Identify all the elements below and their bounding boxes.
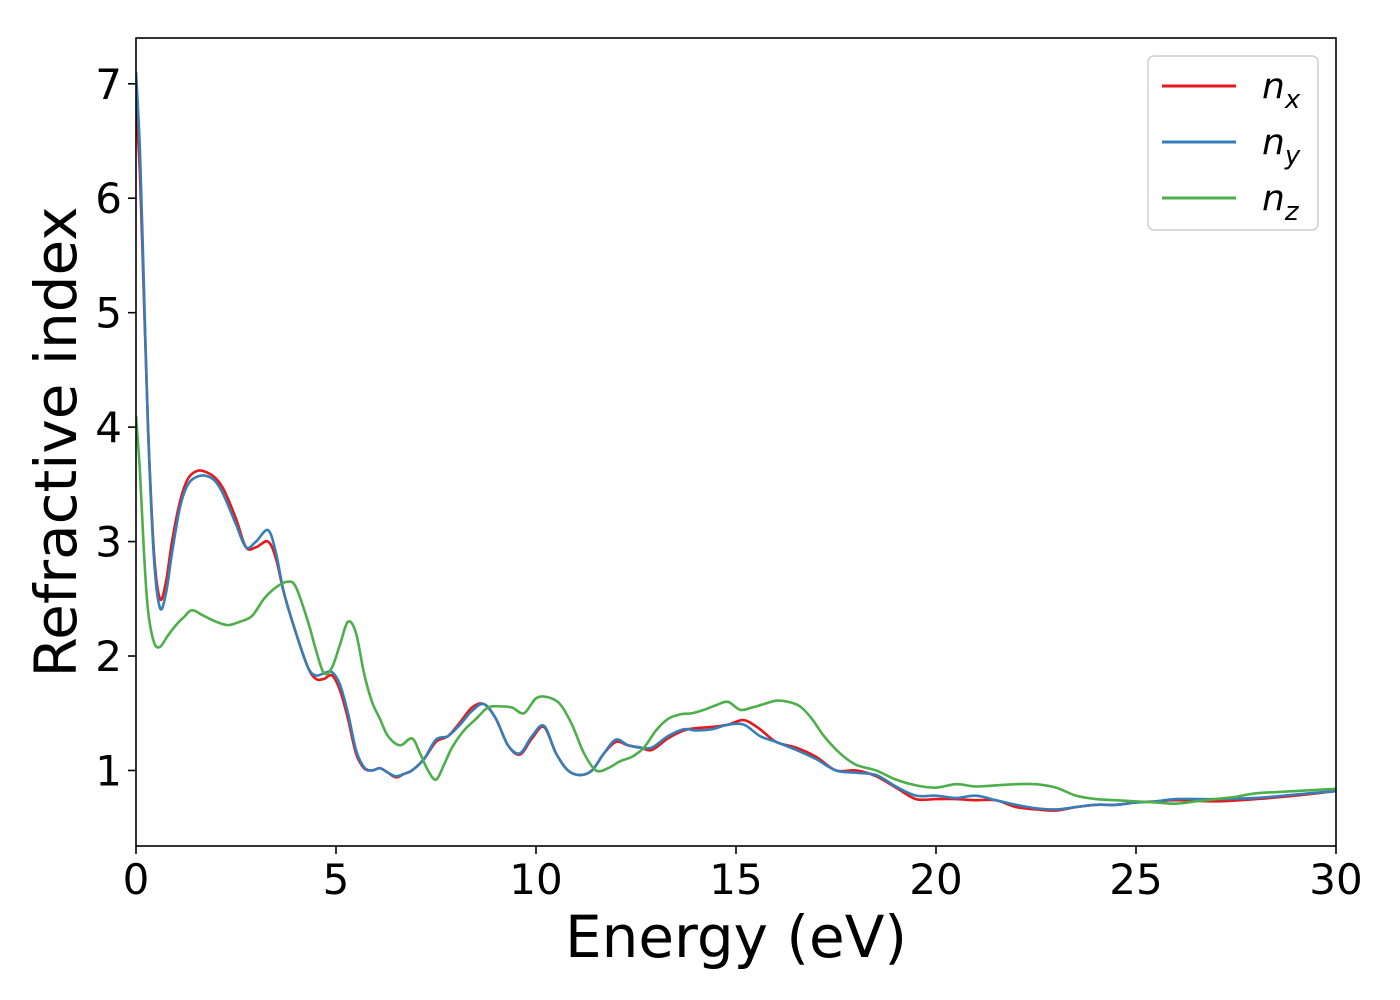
x-axis-ticks: 0 5 10 15 20 25 30 — [123, 846, 1363, 904]
y-tick-label: 7 — [95, 60, 122, 109]
y-tick-label: 6 — [95, 174, 122, 223]
series-line-z — [136, 415, 1336, 805]
y-tick-label: 3 — [95, 518, 122, 567]
x-tick-label: 15 — [709, 855, 762, 904]
x-tick-label: 10 — [509, 855, 562, 904]
series-layer — [136, 72, 1336, 812]
x-tick-label: 30 — [1309, 855, 1362, 904]
series-line-y — [136, 72, 1336, 811]
x-tick-label: 5 — [323, 855, 350, 904]
y-tick-label: 1 — [95, 746, 122, 795]
y-axis-ticks: 1 2 3 4 5 6 7 — [95, 60, 136, 795]
x-axis-title: Energy (eV) — [565, 903, 907, 971]
x-tick-label: 20 — [909, 855, 962, 904]
x-tick-label: 0 — [123, 855, 150, 904]
legend-label-z: nz — [1262, 178, 1300, 227]
legend-label-x: nx — [1262, 66, 1301, 115]
y-tick-label: 5 — [95, 289, 122, 338]
x-tick-label: 25 — [1109, 855, 1162, 904]
y-axis-title: Refractive index — [22, 206, 90, 677]
legend-label-y: ny — [1262, 122, 1301, 171]
legend: nx ny nz — [1147, 55, 1319, 231]
y-tick-label: 4 — [95, 403, 122, 452]
y-tick-label: 2 — [95, 632, 122, 681]
